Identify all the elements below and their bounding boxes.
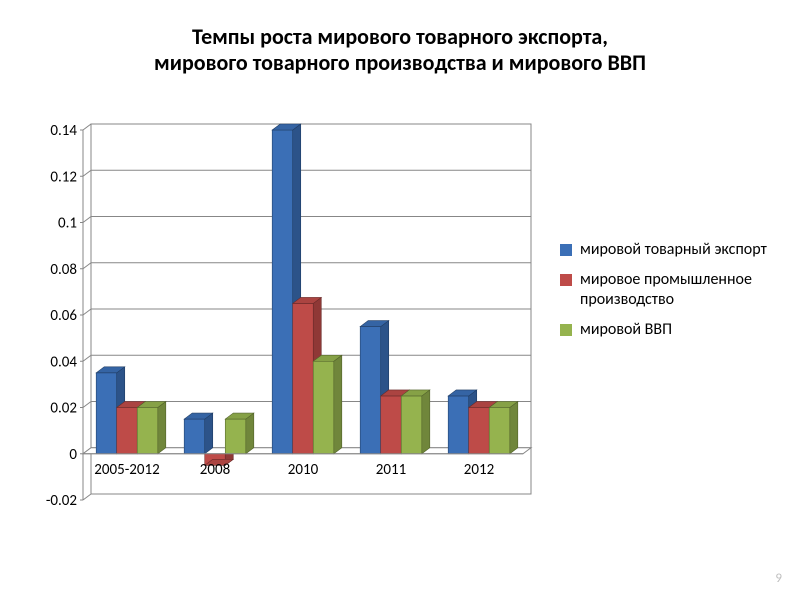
bar	[272, 130, 293, 454]
bar-chart-svg: -0.02 0 0.02 0.04 0.06 0.08 0.1 0.12 0.14 2005-20…	[28, 120, 541, 556]
bar-side	[510, 402, 518, 454]
bar	[448, 396, 469, 454]
y-tick-label: 0.12	[50, 168, 77, 186]
slide-title: Темпы роста мирового товарного экспорта,…	[40, 24, 760, 77]
legend: мировой товарный экспорт мировое промышле…	[560, 240, 780, 350]
title-line-2: мирового товарного производства и мирово…	[154, 49, 646, 76]
legend-item: мировое промышленное производство	[560, 270, 780, 310]
y-tick-label: -0.02	[46, 492, 77, 510]
bar-side	[422, 390, 430, 454]
title-line-1: Темпы роста мирового товарного экспорта,	[192, 23, 608, 50]
legend-swatch	[560, 244, 572, 256]
bar-side	[205, 413, 213, 454]
legend-label: мировой ВВП	[580, 320, 672, 340]
bar	[184, 419, 205, 454]
x-tick-label: 2011	[376, 461, 406, 479]
bar	[96, 373, 117, 454]
legend-label: мировой товарный экспорт	[580, 240, 767, 260]
slide: Темпы роста мирового товарного экспорта,…	[0, 0, 800, 600]
legend-label: мировое промышленное производство	[580, 270, 780, 310]
bar-side	[334, 355, 342, 454]
bar	[137, 408, 158, 454]
legend-item: мировой ВВП	[560, 320, 780, 340]
x-tick-label: 2010	[288, 461, 319, 479]
y-tick-label: 0	[69, 446, 77, 464]
y-tick-label: 0.04	[50, 353, 77, 371]
bar	[381, 396, 402, 454]
legend-swatch	[560, 274, 572, 286]
bar	[469, 408, 490, 454]
y-tick-label: 0.14	[50, 122, 77, 140]
y-tick-label: 0.02	[50, 400, 77, 418]
bar	[313, 361, 334, 454]
bar	[225, 419, 246, 454]
bar-side	[246, 413, 254, 454]
x-tick-label: 2008	[200, 461, 230, 479]
bar	[293, 303, 314, 453]
bar-side	[158, 402, 166, 454]
y-tick-label: 0.06	[50, 307, 77, 325]
y-tick-label: 0.1	[58, 215, 77, 233]
page-number: 9	[775, 571, 782, 586]
bar	[489, 408, 510, 454]
legend-swatch	[560, 324, 572, 336]
bar	[360, 327, 381, 454]
x-tick-label: 2012	[464, 461, 494, 479]
legend-item: мировой товарный экспорт	[560, 240, 780, 260]
y-tick-label: 0.08	[50, 261, 77, 279]
bar	[117, 408, 138, 454]
x-tick-label: 2005-2012	[94, 461, 159, 479]
bar	[401, 396, 422, 454]
chart-area: -0.02 0 0.02 0.04 0.06 0.08 0.1 0.12 0.14 2005-20…	[28, 120, 548, 560]
